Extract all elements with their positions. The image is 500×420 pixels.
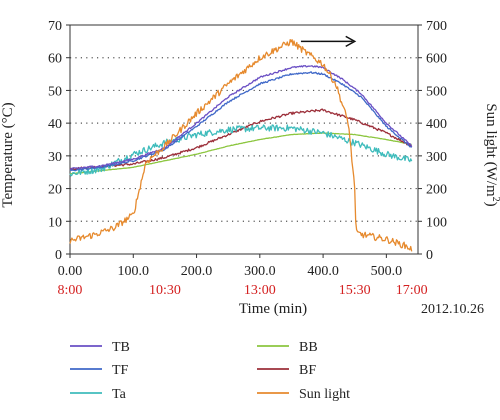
x-axis-title: Time (min): [239, 301, 307, 317]
series-lines: [69, 38, 413, 252]
x-tick-label: 100.0: [118, 264, 150, 279]
y-axis-title-right: Sun light (W/m2): [483, 103, 500, 206]
series-line-bb: [70, 132, 412, 175]
time-of-day-label: 10:30: [149, 283, 181, 298]
series-line-tb: [69, 64, 413, 170]
series-line-bf: [69, 108, 412, 171]
legend-item-bb: BB: [257, 340, 318, 355]
annotation-arrow-head: [345, 35, 357, 48]
x-tick-label: 200.0: [181, 264, 213, 279]
time-of-day-label: 15:30: [339, 283, 371, 298]
y-tick-label: 10: [48, 215, 62, 230]
y-axis-title-right-text: Sun light (W/m: [483, 103, 499, 197]
y-right-tick-label: 300: [426, 150, 447, 165]
y-tick-label: 40: [48, 117, 62, 132]
legend: TB TF Ta BB BF Sun light: [70, 340, 350, 402]
y-axis-title-right-sup: 2: [490, 197, 500, 202]
legend-label: Ta: [112, 387, 127, 402]
x-tick-label: 300.0: [244, 264, 276, 279]
legend-label: TF: [112, 363, 129, 378]
legend-label: BF: [299, 363, 316, 378]
y-tick-label: 50: [48, 84, 62, 99]
legend-item-sun-light: Sun light: [257, 387, 350, 402]
time-of-day-label: 17:00: [396, 283, 428, 298]
grid-lines: [70, 57, 418, 222]
y-tick-label: 30: [48, 150, 62, 165]
time-of-day-label: 8:00: [58, 283, 83, 298]
legend-label: BB: [299, 340, 318, 355]
date-label: 2012.10.26: [421, 302, 484, 317]
y-tick-label: 60: [48, 52, 62, 67]
plot-frame: [69, 24, 419, 255]
x-tick-label: 400.0: [307, 264, 339, 279]
legend-item-bf: BF: [257, 363, 316, 378]
y-right-tick-label: 0: [426, 248, 433, 263]
legend-item-ta: Ta: [70, 387, 127, 402]
y-right-tick-label: 200: [426, 183, 447, 198]
legend-label: Sun light: [299, 387, 350, 402]
legend-label: TB: [112, 340, 130, 355]
legend-item-tf: TF: [70, 363, 129, 378]
time-of-day-label: 13:00: [244, 283, 276, 298]
legend-item-tb: TB: [70, 340, 130, 355]
annotations: [300, 35, 357, 48]
series-line-tf: [69, 71, 413, 172]
axis-ticks: 01020304050607001002003004005006007000.0…: [48, 19, 447, 298]
x-tick-label: 0.00: [58, 264, 83, 279]
y-axis-title-left: Temperature (°C): [0, 102, 16, 207]
y-tick-label: 70: [48, 19, 62, 34]
y-right-tick-label: 700: [426, 19, 447, 34]
x-tick-label: 500.0: [371, 264, 403, 279]
y-tick-label: 0: [55, 248, 62, 263]
y-right-tick-label: 400: [426, 117, 447, 132]
y-tick-label: 20: [48, 183, 62, 198]
series-line-sun-light: [69, 38, 413, 252]
y-axis-title-right-close: ): [483, 202, 499, 207]
y-right-tick-label: 600: [426, 52, 447, 67]
series-line-ta: [69, 124, 413, 177]
y-right-tick-label: 500: [426, 84, 447, 99]
y-right-tick-label: 100: [426, 215, 447, 230]
